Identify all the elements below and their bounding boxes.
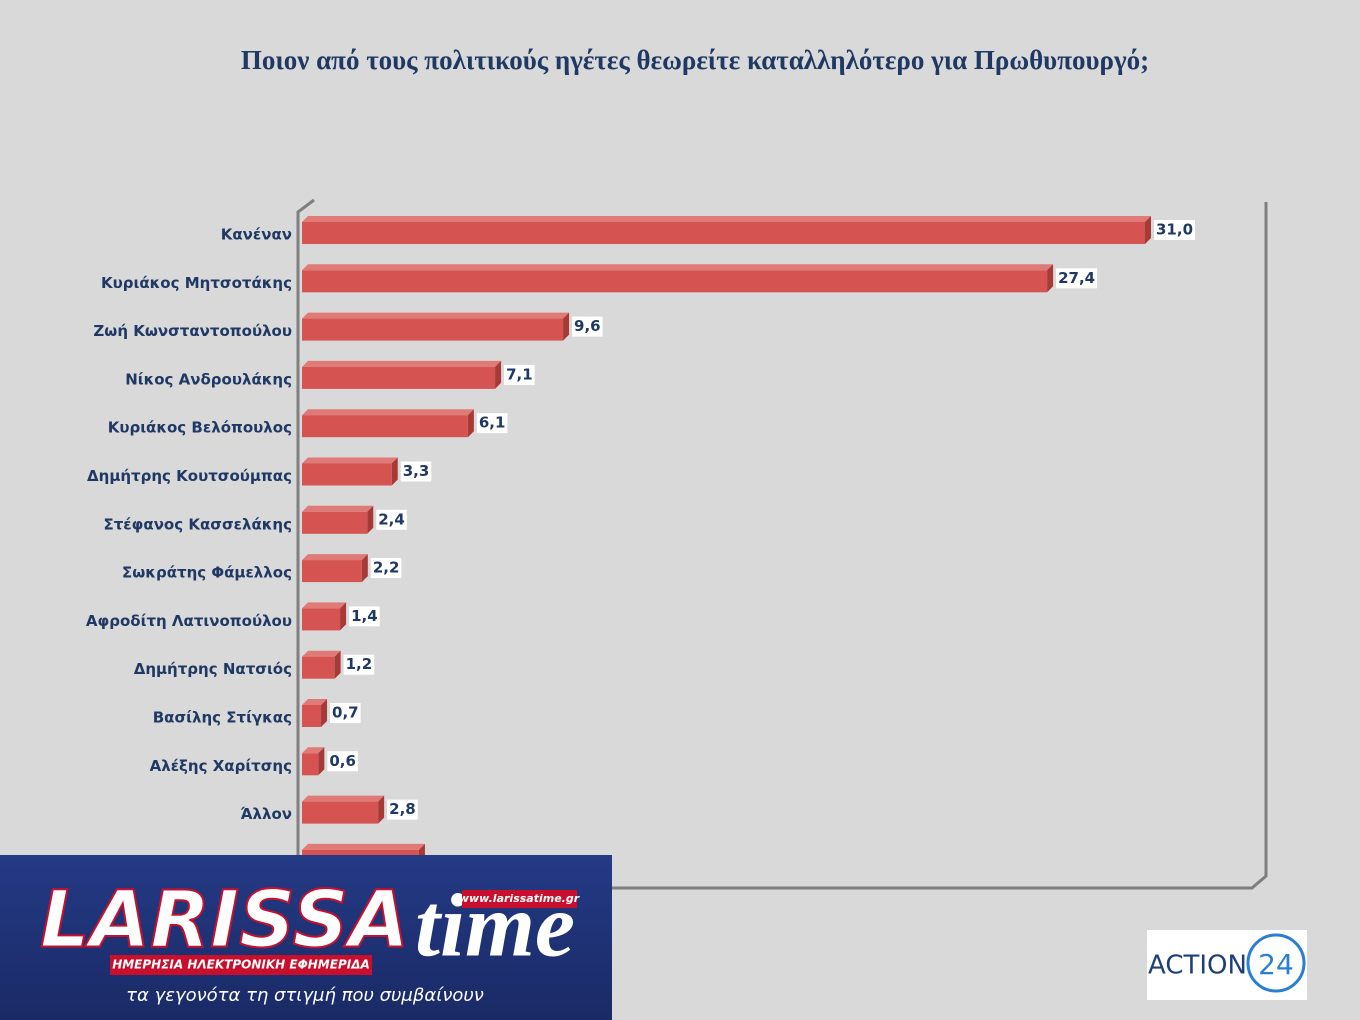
- action24-ring: [1246, 933, 1306, 993]
- category-label: Άλλον: [241, 805, 292, 823]
- category-label: Στέφανος Κασσελάκης: [103, 515, 292, 533]
- action24-text: ACTION: [1148, 951, 1247, 981]
- bar: [302, 318, 564, 341]
- category-label: Δημήτρης Κουτσούμπας: [87, 467, 292, 485]
- value-label-bg: [400, 461, 432, 482]
- url-band: [462, 890, 577, 908]
- value-label-bg: [349, 606, 380, 627]
- category-label: Σωκράτης Φάμελλος: [122, 564, 292, 582]
- value-label-bg: [1154, 220, 1196, 240]
- bar: [302, 415, 468, 438]
- bar-top: [302, 505, 374, 512]
- bar-top: [302, 264, 1054, 271]
- bar-top: [302, 216, 1151, 222]
- value-label: 1,2: [346, 655, 373, 673]
- value-label: 0,7: [332, 704, 359, 722]
- bar: [302, 656, 335, 679]
- tagline-band: [110, 955, 372, 975]
- bar-side: [1145, 216, 1151, 244]
- bar-top: [302, 312, 570, 319]
- bar-side: [321, 699, 328, 727]
- bar: [302, 705, 322, 727]
- action24-logo: ACTION 24: [1147, 930, 1307, 1000]
- bar-side: [334, 650, 341, 679]
- action24-box: [1147, 930, 1307, 1000]
- right-wall: [298, 202, 1268, 890]
- bar-side: [340, 602, 347, 631]
- category-label: Κυριάκος Βελόπουλος: [108, 419, 292, 437]
- bar-top: [302, 699, 328, 705]
- bar-top: [302, 795, 385, 802]
- bar-top: [302, 409, 474, 416]
- category-label: Νίκος Ανδρουλάκης: [125, 370, 292, 388]
- value-label: 31,0: [1156, 221, 1193, 239]
- larissa-logo: LARISSA time www.larissatime.gr ΗΜΕΡΗΣΙΑ…: [0, 855, 612, 1020]
- category-label: Αλέξης Χαρίτσης: [150, 757, 292, 775]
- value-label: 2,8: [389, 800, 416, 818]
- bar-top: [302, 457, 398, 464]
- logo-box: [0, 855, 612, 1020]
- bar: [302, 463, 392, 486]
- value-label: 7,1: [506, 365, 533, 383]
- value-label: 6,1: [479, 414, 506, 432]
- bar-side: [467, 409, 474, 438]
- bar: [302, 270, 1048, 293]
- bar: [302, 511, 368, 534]
- bar-side: [1047, 264, 1054, 293]
- bar: [302, 801, 379, 824]
- value-label-bg: [343, 654, 375, 675]
- bar-top: [302, 747, 325, 754]
- value-label-bg: [504, 364, 535, 385]
- category-label: Δημήτρης Νατσιός: [134, 660, 292, 678]
- chart-title: Ποιον από τους πολιτικούς ηγέτες θεωρείτ…: [241, 45, 1149, 75]
- value-label-bg: [1056, 268, 1098, 289]
- bar: [302, 560, 362, 583]
- bar-side: [391, 457, 398, 486]
- category-label: Βασίλης Στίγκας: [153, 709, 292, 727]
- logo-url: www.larissatime.gr: [459, 892, 580, 905]
- value-label-bg: [330, 703, 361, 723]
- bar: [302, 222, 1145, 244]
- bar: [302, 366, 496, 389]
- bar-top: [302, 843, 425, 850]
- bar-top: [302, 360, 502, 367]
- logo-tagline: ΗΜΕΡΗΣΙΑ ΗΛΕΚΤΡΟΝΙΚΗ ΕΦΗΜΕΡΙΔΑ: [112, 958, 370, 972]
- bar-side: [495, 360, 502, 389]
- value-label: 1,4: [351, 607, 378, 625]
- bar: [302, 608, 341, 631]
- value-label-bg: [376, 509, 407, 530]
- value-label: 2,4: [378, 510, 405, 528]
- bar: [302, 753, 319, 776]
- value-label-bg: [572, 316, 603, 337]
- logo-brand: LARISSA: [40, 875, 409, 965]
- bar-top: [302, 602, 347, 609]
- value-label-bg: [476, 413, 508, 434]
- bar-top: [302, 554, 368, 561]
- bar-side: [318, 747, 325, 776]
- bar-side: [563, 312, 570, 341]
- bar-top: [302, 650, 341, 657]
- value-label-bg: [387, 799, 418, 820]
- value-label: 0,6: [329, 752, 356, 770]
- category-label: Κανέναν: [221, 226, 292, 244]
- bar-side: [378, 795, 385, 824]
- value-label: 2,2: [373, 559, 400, 577]
- value-label-bg: [370, 558, 402, 579]
- value-label-bg: [327, 751, 358, 772]
- action24-number: 24: [1258, 948, 1294, 981]
- category-label: Κυριάκος Μητσοτάκης: [101, 274, 292, 292]
- category-label: Αφροδίτη Λατινοπούλου: [86, 612, 292, 630]
- value-label: 27,4: [1058, 269, 1095, 287]
- value-label: 3,3: [403, 462, 430, 480]
- category-label: Ζωή Κωνσταντοπούλου: [93, 322, 292, 340]
- value-label: 9,6: [574, 317, 601, 335]
- bar-side: [361, 554, 368, 583]
- logo-slogan: τα γεγονότα τη στιγμή που συμβαίνουν: [126, 985, 484, 1006]
- bar-side: [367, 505, 374, 534]
